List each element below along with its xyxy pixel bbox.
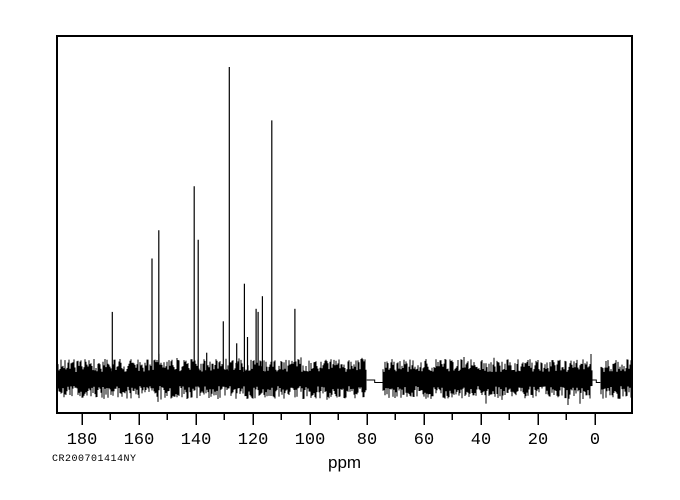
x-tick-label: 180 — [67, 431, 98, 450]
x-axis-unit-label: ppm — [328, 453, 362, 472]
plot-frame — [56, 35, 633, 414]
x-tick-label: 120 — [238, 431, 269, 450]
x-tick-label: 0 — [590, 431, 600, 450]
x-tick-label: 60 — [414, 431, 434, 450]
experiment-id-label: CR200701414NY — [52, 454, 137, 465]
x-tick-label: 100 — [295, 431, 326, 450]
x-tick-label: 20 — [528, 431, 548, 450]
gap-baseline — [366, 379, 383, 383]
x-tick-label: 140 — [181, 431, 212, 450]
gap-baseline — [592, 379, 601, 383]
x-tick-label: 160 — [124, 431, 155, 450]
x-tick-label: 40 — [471, 431, 491, 450]
x-tick-label: 80 — [357, 431, 377, 450]
noise-band — [57, 353, 632, 405]
